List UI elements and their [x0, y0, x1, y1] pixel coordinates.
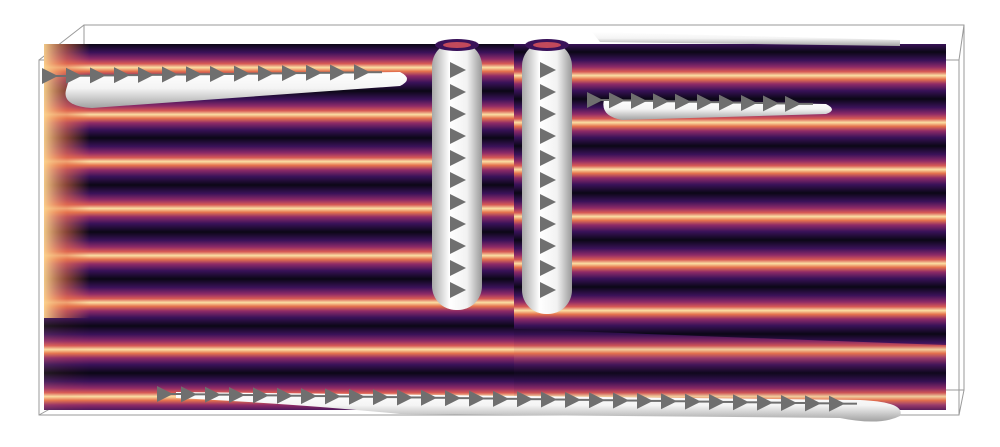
velocity-arrows: [42, 62, 857, 412]
vertical-tube-left: [432, 39, 482, 310]
vertical-tube-right: [522, 39, 572, 314]
stripe-field-bottom-merge: [44, 318, 946, 410]
horizontal-tube-top-edge: [592, 32, 900, 46]
